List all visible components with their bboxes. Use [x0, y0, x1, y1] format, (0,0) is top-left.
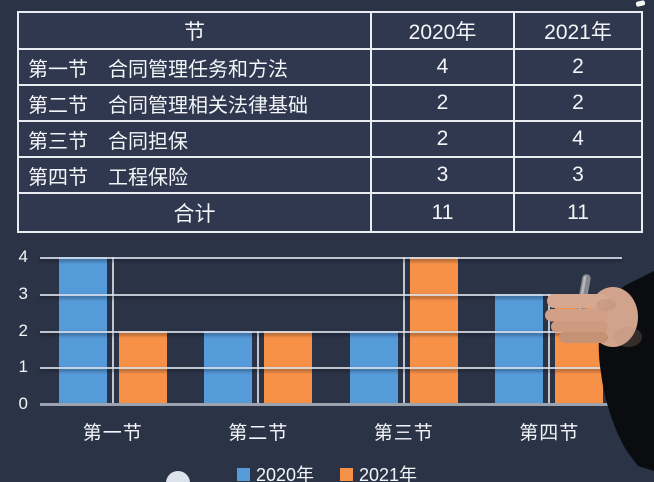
cell-2020: 2 — [370, 120, 515, 158]
bar-2020年-第四节 — [495, 293, 544, 404]
wrist-shade — [614, 327, 642, 347]
table-row: 第一节 合同管理任务和方法 4 2 — [17, 48, 643, 86]
table-total-row: 合计 11 11 — [17, 192, 643, 233]
y-tick-label: 1 — [18, 357, 28, 377]
finger-pinky — [559, 332, 608, 343]
finger-middle — [545, 309, 608, 322]
x-axis-line — [40, 403, 622, 406]
x-category-label: 第三节 — [373, 423, 434, 444]
gridline-y4 — [40, 257, 622, 259]
group-separator-line — [548, 293, 551, 404]
x-category-label: 第二节 — [228, 423, 289, 444]
gridline-y2 — [40, 330, 622, 333]
section-name: 工程保险 — [108, 166, 188, 189]
total-2020: 11 — [370, 192, 515, 233]
gridline-y1 — [40, 367, 622, 370]
legend-swatch-icon — [340, 467, 353, 481]
cell-2021: 4 — [513, 120, 643, 158]
cell-2021: 2 — [513, 84, 643, 122]
table-header-row: 节 2020年 2021年 — [17, 11, 643, 50]
section-label: 第一节 — [28, 58, 88, 81]
section-cell: 第二节 合同管理相关法律基础 — [17, 84, 372, 122]
schedule-table: 节 2020年 2021年 第一节 合同管理任务和方法 4 2 第二节 合同管理相关法律基… — [17, 11, 643, 233]
cursor-dot — [166, 471, 190, 482]
table-row: 第三节 合同担保 2 4 — [17, 120, 643, 158]
y-tick-label: 2 — [18, 320, 28, 340]
cell-2020: 3 — [370, 156, 515, 194]
finger-index — [547, 294, 608, 308]
section-cell: 第一节 合同管理任务和方法 — [17, 48, 372, 86]
section-name: 合同管理相关法律基础 — [108, 94, 308, 117]
finger-ring — [551, 321, 608, 333]
legend-swatch-icon — [236, 467, 250, 481]
x-category-label: 第一节 — [82, 423, 143, 444]
cell-2020: 4 — [370, 48, 515, 86]
column-header-2020: 2020年 — [370, 11, 515, 50]
section-label: 第二节 — [28, 94, 88, 117]
cell-2021: 2 — [513, 48, 643, 86]
legend-label: 2020年 — [255, 465, 314, 482]
legend-item: 2020年 — [236, 461, 314, 482]
column-header-section: 节 — [17, 11, 372, 50]
section-name: 合同管理任务和方法 — [108, 58, 288, 81]
bar-chart: 2020年 2021年 0 1 2 3 4 第一节 第二节 第三节 第四节 — [0, 240, 654, 482]
table-row: 第二节 合同管理相关法律基础 2 2 — [17, 84, 643, 122]
corner-speck — [635, 0, 646, 8]
legend-label: 2021年 — [359, 465, 418, 482]
section-cell: 第三节 合同担保 — [17, 120, 372, 158]
cell-2021: 3 — [513, 156, 643, 194]
cell-2020: 2 — [370, 84, 515, 122]
y-tick-label: 4 — [18, 247, 28, 266]
chart-legend: 2020年 2021年 — [0, 461, 654, 482]
y-tick-label: 3 — [18, 283, 28, 303]
section-label: 第四节 — [28, 166, 88, 189]
section-cell: 第四节 工程保险 — [17, 156, 372, 194]
section-label: 第三节 — [28, 130, 88, 153]
y-tick-label: 0 — [18, 394, 28, 413]
legend-item: 2021年 — [340, 461, 417, 482]
schedule-table-body: 节 2020年 2021年 第一节 合同管理任务和方法 4 2 第二节 合同管理相关法律基… — [17, 11, 643, 233]
x-category-label: 第四节 — [519, 423, 580, 444]
table-row: 第四节 工程保险 3 3 — [17, 156, 643, 194]
presenter-hand-with-pen-image — [545, 271, 654, 471]
total-label: 合计 — [17, 192, 372, 233]
total-2021: 11 — [513, 192, 643, 233]
column-header-2021: 2021年 — [513, 11, 643, 50]
section-name: 合同担保 — [108, 130, 188, 153]
gridline-y3 — [40, 293, 622, 296]
knuckle-shade — [596, 299, 616, 311]
